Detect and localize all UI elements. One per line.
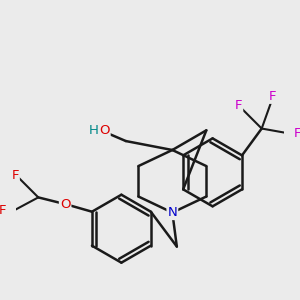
Text: H: H <box>89 124 99 137</box>
Text: O: O <box>99 124 110 137</box>
Text: N: N <box>167 206 177 219</box>
Text: F: F <box>11 169 19 182</box>
Text: O: O <box>60 198 70 211</box>
Text: F: F <box>0 204 6 217</box>
Text: F: F <box>269 90 276 103</box>
Text: F: F <box>294 127 300 140</box>
Text: F: F <box>235 99 242 112</box>
